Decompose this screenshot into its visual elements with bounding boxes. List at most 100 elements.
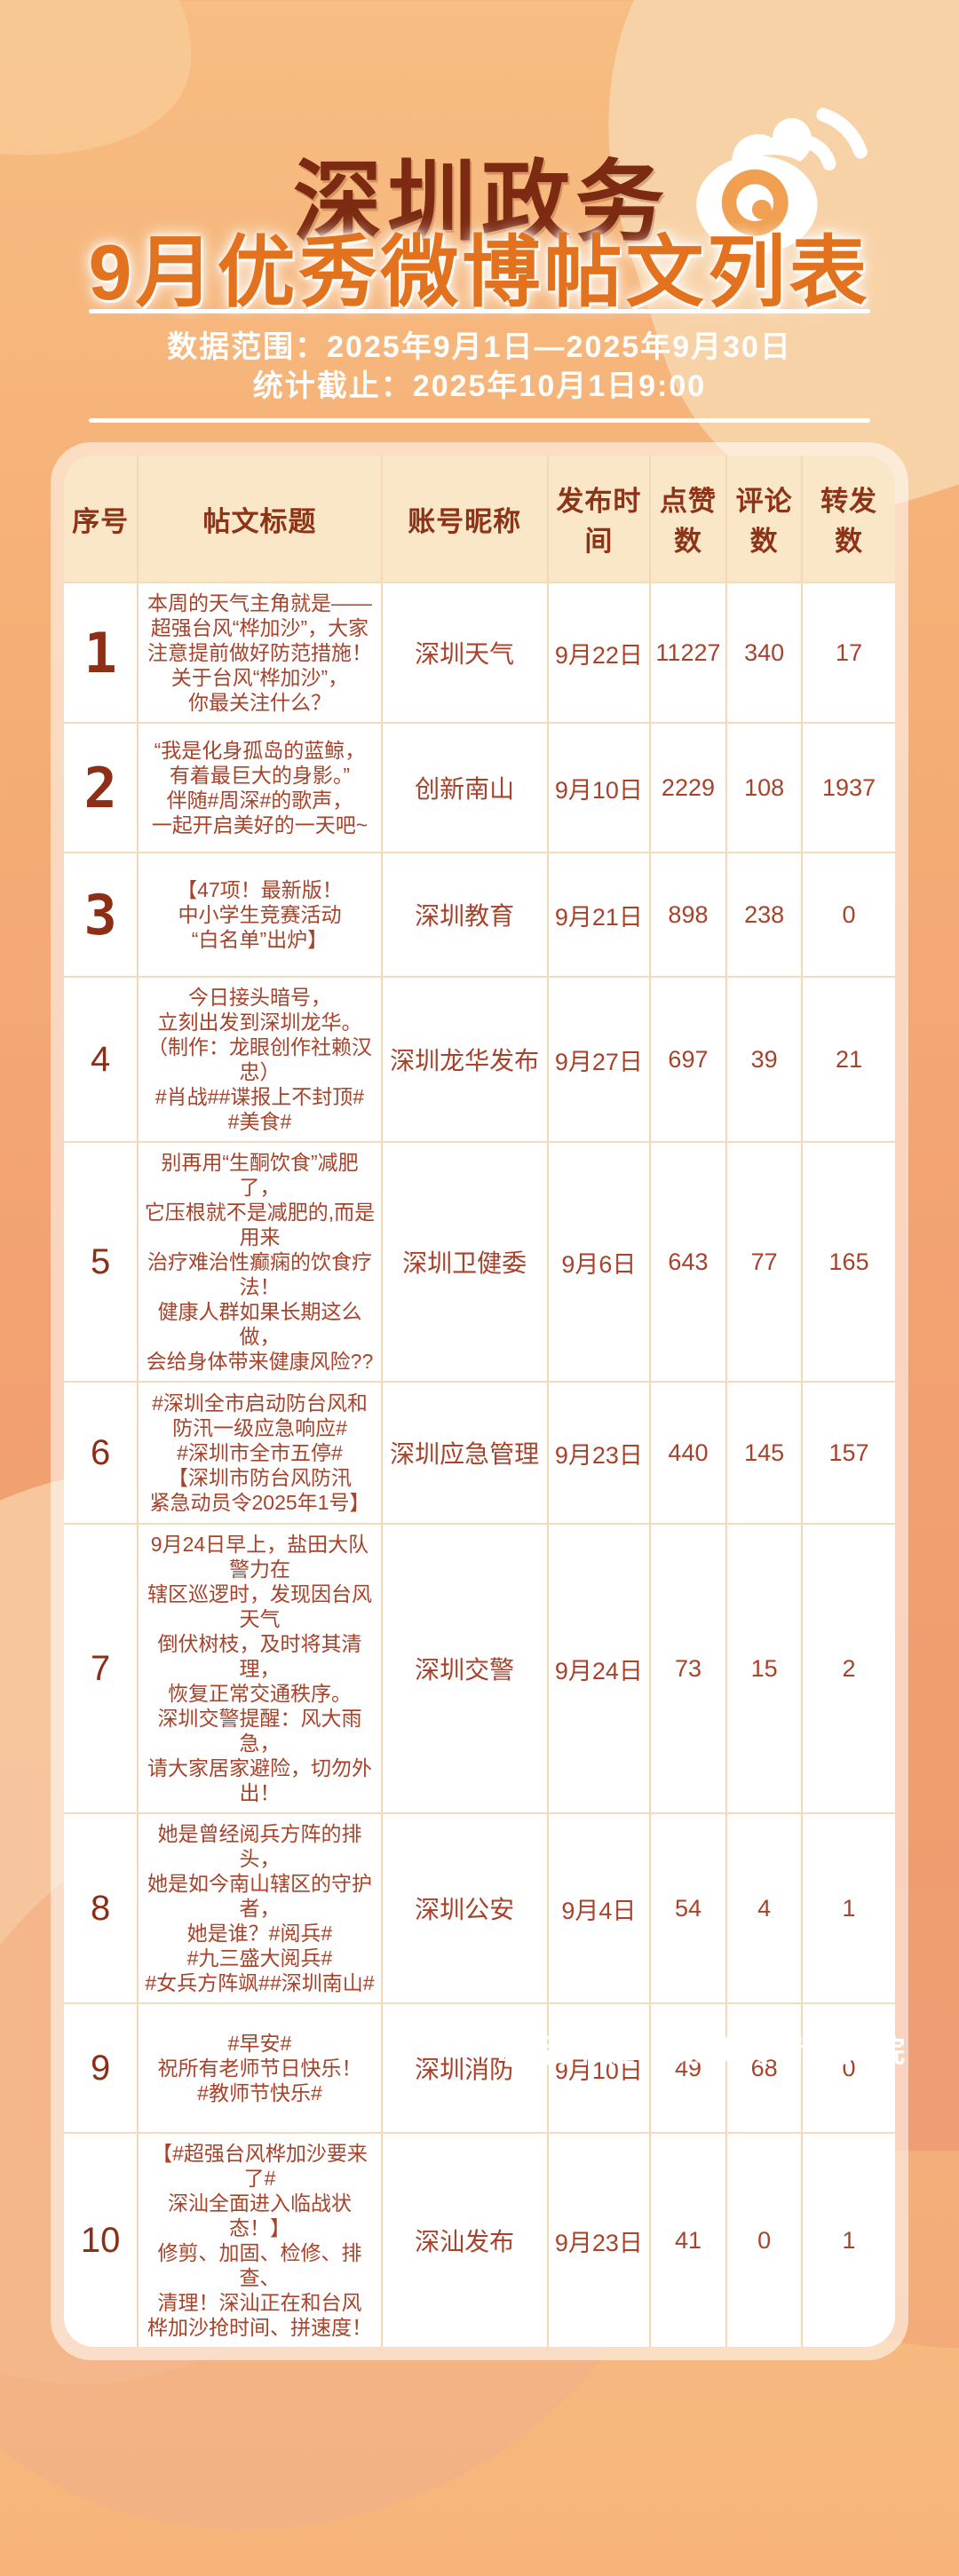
repost-count: 21 <box>801 978 895 1141</box>
table-card: 序号 帖文标题 账号昵称 发布时间 点赞数 评论数 转发数 1 本周的天气主角就是… <box>51 442 908 2360</box>
comment-count: 238 <box>725 853 801 976</box>
like-count: 41 <box>648 2134 725 2347</box>
row-index: 7 <box>91 1648 111 1688</box>
meta-banner: 数据范围：2025年9月1日—2025年9月30日 统计截止：2025年10月1… <box>89 309 870 423</box>
like-count: 643 <box>648 1143 725 1381</box>
row-index: 4 <box>91 1039 111 1079</box>
repost-count: 165 <box>801 1143 895 1381</box>
account-name: 深圳交警 <box>380 1525 547 1812</box>
col-header-index: 序号 <box>72 505 130 537</box>
publish-date: 9月21日 <box>546 853 649 976</box>
cutoff-text: 统计截止：2025年10月1日9:00 <box>252 369 707 403</box>
comment-count: 108 <box>725 724 801 852</box>
page-title: 9月优秀微博帖文列表 <box>88 228 871 316</box>
like-count: 11227 <box>648 583 725 722</box>
post-title: 【#超强台风桦加沙要来了# 深汕全面进入临战状态！】 修剪、加固、检修、排查、 … <box>137 2134 380 2347</box>
repost-count: 1 <box>801 1814 895 2002</box>
repost-count: 0 <box>801 2004 895 2132</box>
comment-count: 68 <box>725 2004 801 2132</box>
repost-count: 17 <box>801 583 895 722</box>
like-count: 49 <box>648 2004 725 2132</box>
comment-count: 77 <box>725 1143 801 1381</box>
col-header-account: 账号昵称 <box>380 456 547 582</box>
row-index: 2 <box>83 755 117 820</box>
like-count: 898 <box>648 853 725 976</box>
post-title: 她是曾经阅兵方阵的排头， 她是如今南山辖区的守护者， 她是谁？#阅兵# #九三盛… <box>137 1814 380 2002</box>
like-count: 54 <box>648 1814 725 2002</box>
comment-count: 4 <box>725 1814 801 2002</box>
repost-count: 157 <box>801 1383 895 1523</box>
account-name: 深圳龙华发布 <box>380 978 547 1141</box>
table-row: 8 她是曾经阅兵方阵的排头， 她是如今南山辖区的守护者， 她是谁？#阅兵# #九三… <box>64 1812 895 2002</box>
row-index: 1 <box>83 620 117 686</box>
credit-text: 出品单位 | 深圳舆情研究院 <box>502 2034 907 2069</box>
table-row: 6 #深圳全市启动防台风和 防汛一级应急响应# #深圳市全市五停# 【深圳市防台风… <box>64 1381 895 1523</box>
publish-date: 9月24日 <box>546 1525 649 1812</box>
account-name: 深圳应急管理 <box>380 1383 547 1523</box>
comment-count: 145 <box>725 1383 801 1523</box>
table-row: 9 #早安# 祝所有老师节日快乐！ #教师节快乐# 深圳消防 9月10日 49 68 0 <box>64 2002 895 2132</box>
divider-line <box>89 418 870 423</box>
account-name: 深汕发布 <box>380 2134 547 2347</box>
account-name: 深圳公安 <box>380 1814 547 2002</box>
row-index: 3 <box>83 882 117 947</box>
account-name: 深圳教育 <box>380 853 547 976</box>
post-title: 【47项！最新版！ 中小学生竞赛活动 “白名单”出炉】 <box>137 853 380 976</box>
table-row: 10 【#超强台风桦加沙要来了# 深汕全面进入临战状态！】 修剪、加固、检修、排查… <box>64 2132 895 2347</box>
table-row: 7 9月24日早上，盐田大队警力在 辖区巡逻时，发现因台风天气 倒伏树枝，及时将其… <box>64 1523 895 1812</box>
col-header-comments: 评论数 <box>725 456 801 582</box>
comment-count: 15 <box>725 1525 801 1812</box>
weibo-icon <box>696 107 868 254</box>
col-header-reposts: 转发数 <box>801 456 895 582</box>
row-index: 9 <box>91 2048 111 2088</box>
publish-date: 9月23日 <box>546 2134 649 2347</box>
divider-line <box>89 309 870 313</box>
col-header-date: 发布时间 <box>546 456 649 582</box>
post-title: “我是化身孤岛的蓝鲸， 有着最巨大的身影。” 伴随#周深#的歌声， 一起开启美好… <box>137 724 380 852</box>
publish-date: 9月6日 <box>546 1143 649 1381</box>
row-index: 8 <box>91 1888 111 1928</box>
publish-date: 9月23日 <box>546 1383 649 1523</box>
publish-date: 9月27日 <box>546 978 649 1141</box>
brand-title: 深圳政务 <box>293 153 670 252</box>
post-title: #早安# 祝所有老师节日快乐！ #教师节快乐# <box>137 2004 380 2132</box>
account-name: 深圳卫健委 <box>380 1143 547 1381</box>
row-index: 5 <box>91 1241 111 1281</box>
data-range-text: 数据范围：2025年9月1日—2025年9月30日 <box>167 330 792 364</box>
account-name: 深圳天气 <box>380 583 547 722</box>
publish-date: 9月4日 <box>546 1814 649 2002</box>
posts-table: 序号 帖文标题 账号昵称 发布时间 点赞数 评论数 转发数 1 本周的天气主角就是… <box>64 456 895 2347</box>
post-title: 今日接头暗号， 立刻出发到深圳龙华。 （制作：龙眼创作社赖汉忠） #肖战##谍报… <box>137 978 380 1141</box>
table-row: 2 “我是化身孤岛的蓝鲸， 有着最巨大的身影。” 伴随#周深#的歌声， 一起开启美… <box>64 722 895 852</box>
table-row: 3 【47项！最新版！ 中小学生竞赛活动 “白名单”出炉】 深圳教育 9月21日 898… <box>64 852 895 976</box>
comment-count: 0 <box>725 2134 801 2347</box>
table-row: 5 别再用“生酮饮食”减肥了， 它压根就不是减肥的,而是用来 治疗难治性癫痫的饮食… <box>64 1141 895 1381</box>
repost-count: 0 <box>801 853 895 976</box>
post-title: 本周的天气主角就是—— 超强台风“桦加沙”，大家 注意提前做好防范措施！ 关于台… <box>137 583 380 722</box>
table-body: 1 本周的天气主角就是—— 超强台风“桦加沙”，大家 注意提前做好防范措施！ 关于… <box>64 582 895 2347</box>
post-title: 9月24日早上，盐田大队警力在 辖区巡逻时，发现因台风天气 倒伏树枝，及时将其清… <box>137 1525 380 1812</box>
col-header-likes: 点赞数 <box>648 456 725 582</box>
publish-date: 9月22日 <box>546 583 649 722</box>
header: 深圳政务 <box>0 107 959 265</box>
account-name: 深圳消防 <box>380 2004 547 2132</box>
table-row: 4 今日接头暗号， 立刻出发到深圳龙华。 （制作：龙眼创作社赖汉忠） #肖战##谍… <box>64 976 895 1141</box>
table-header-row: 序号 帖文标题 账号昵称 发布时间 点赞数 评论数 转发数 <box>64 456 895 582</box>
publish-date: 9月10日 <box>546 2004 649 2132</box>
repost-count: 2 <box>801 1525 895 1812</box>
like-count: 2229 <box>648 724 725 852</box>
row-index: 6 <box>91 1432 111 1472</box>
publish-date: 9月10日 <box>546 724 649 852</box>
repost-count: 1937 <box>801 724 895 852</box>
table-row: 1 本周的天气主角就是—— 超强台风“桦加沙”，大家 注意提前做好防范措施！ 关于… <box>64 582 895 722</box>
comment-count: 39 <box>725 978 801 1141</box>
comment-count: 340 <box>725 583 801 722</box>
like-count: 440 <box>648 1383 725 1523</box>
repost-count: 1 <box>801 2134 895 2347</box>
like-count: 697 <box>648 978 725 1141</box>
post-title: 别再用“生酮饮食”减肥了， 它压根就不是减肥的,而是用来 治疗难治性癫痫的饮食疗… <box>137 1143 380 1381</box>
like-count: 73 <box>648 1525 725 1812</box>
row-index: 10 <box>80 2220 121 2260</box>
post-title: #深圳全市启动防台风和 防汛一级应急响应# #深圳市全市五停# 【深圳市防台风防… <box>137 1383 380 1523</box>
